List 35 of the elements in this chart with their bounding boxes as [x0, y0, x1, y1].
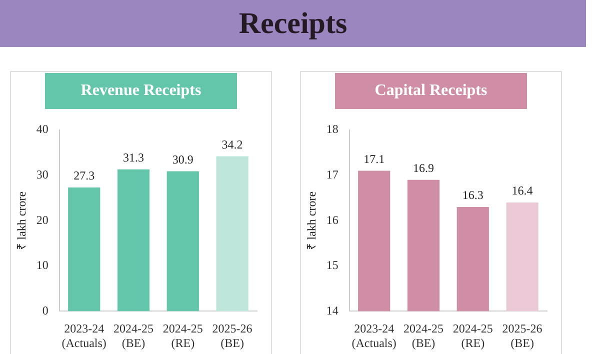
- y-tick-label: 0: [42, 303, 48, 318]
- x-tick-label: 2023-24 (Actuals): [62, 322, 106, 350]
- bar: [166, 171, 199, 312]
- x-tick-label: 2024-25 (RE): [452, 322, 493, 350]
- data-label: 16.4: [512, 184, 533, 198]
- bar: [117, 169, 150, 312]
- y-tick-label: 14: [326, 303, 338, 318]
- x-tick-label: 2024-25 (BE): [404, 322, 444, 350]
- data-label: 30.9: [172, 152, 194, 166]
- data-label: 16.3: [462, 188, 484, 202]
- x-tick-label: 2023-24 (Actuals): [352, 322, 396, 350]
- bar: [216, 156, 248, 312]
- y-axis-title: ₹ lakh crore: [304, 191, 318, 250]
- bar: [68, 188, 100, 312]
- y-tick-label: 18: [326, 122, 338, 136]
- data-label: 17.1: [364, 152, 385, 166]
- y-tick-label: 16: [326, 212, 338, 227]
- y-tick-label: 15: [326, 258, 338, 272]
- data-label: 16.9: [413, 160, 434, 175]
- data-label: 34.2: [222, 137, 243, 152]
- y-tick-label: 17: [326, 167, 338, 182]
- data-label: 31.3: [123, 150, 144, 165]
- text: Receipts: [0, 0, 586, 47]
- y-tick-label: 40: [36, 122, 48, 136]
- chart-title: Revenue Receipts: [45, 73, 237, 109]
- y-axis-title: ₹ lakh crore: [14, 191, 28, 250]
- chart-title: Capital Receipts: [335, 73, 527, 109]
- y-tick-label: 30: [36, 167, 48, 182]
- y-tick-label: 20: [36, 212, 48, 227]
- y-tick-label: 10: [36, 258, 48, 272]
- data-label: 27.3: [74, 168, 95, 183]
- x-tick-label: 2024-25 (BE): [114, 322, 154, 350]
- x-tick-label: 2024-25 (RE): [162, 322, 203, 350]
- x-tick-label: 2025-26 (BE): [212, 322, 252, 350]
- x-tick-label: 2025-26 (BE): [502, 322, 542, 350]
